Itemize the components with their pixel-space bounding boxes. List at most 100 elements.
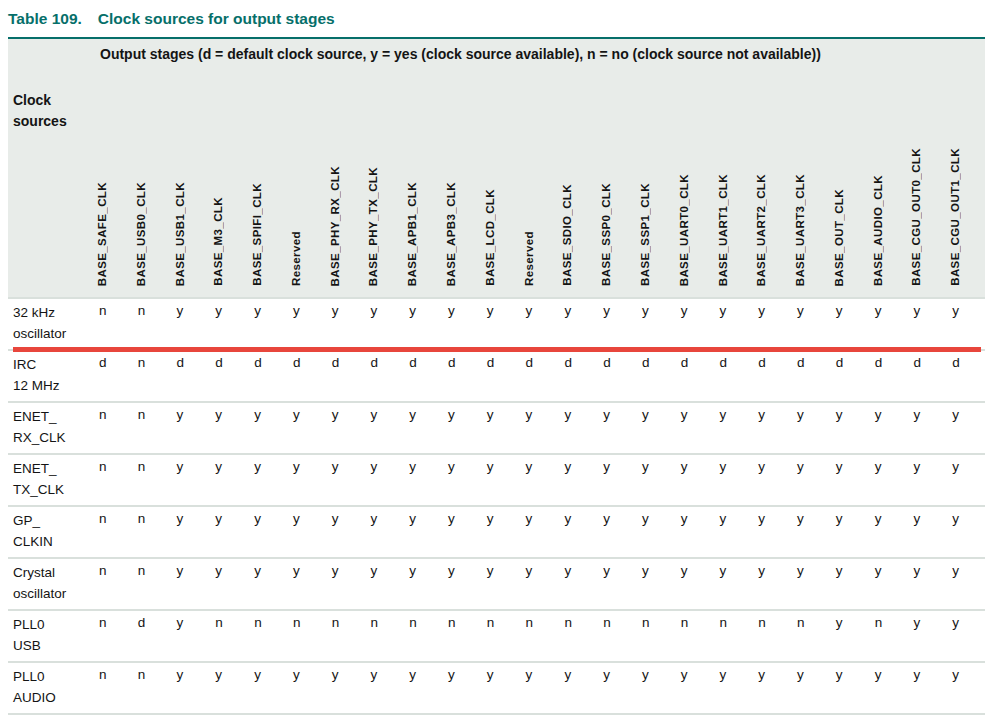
column-header: BASE_LCD_CLK: [481, 86, 520, 298]
value-cell: y: [869, 298, 908, 350]
value-cell: n: [403, 610, 442, 662]
column-header-text: BASE_APB3_CLK: [445, 182, 457, 286]
value-cell: y: [481, 298, 520, 350]
value-cell: y: [752, 402, 791, 454]
column-header: BASE_PHY_TX_CLK: [364, 86, 403, 298]
value-cell: y: [946, 558, 985, 610]
value-cell: y: [481, 454, 520, 506]
value-cell: y: [481, 558, 520, 610]
column-header-text: BASE_OUT_CLK: [833, 189, 845, 286]
value-cell: n: [326, 610, 365, 662]
value-cell: y: [830, 298, 869, 350]
value-cell: y: [752, 298, 791, 350]
column-header-text: BASE_SDIO_CLK: [561, 184, 573, 286]
value-cell: y: [675, 454, 714, 506]
value-cell: d: [791, 350, 830, 402]
row-label: Crystaloscillator: [8, 558, 93, 610]
value-cell: y: [209, 662, 248, 714]
column-header: BASE_M3_CLK: [209, 86, 248, 298]
value-cell: y: [171, 402, 210, 454]
value-cell: y: [520, 662, 559, 714]
value-cell: y: [442, 454, 481, 506]
table-row: GP_CLKINnnyyyyyyyyyyyyyyyyyyyyy: [8, 506, 985, 558]
value-cell: y: [791, 298, 830, 350]
value-cell: y: [558, 662, 597, 714]
value-cell: y: [287, 402, 326, 454]
value-cell: n: [520, 610, 559, 662]
value-cell: d: [946, 350, 985, 402]
column-header: BASE_UART1_CLK: [714, 86, 753, 298]
value-cell: y: [326, 454, 365, 506]
value-cell: n: [93, 402, 132, 454]
value-cell: y: [364, 298, 403, 350]
table-row: IRC12 MHzdnddddddddddddddddddddd: [8, 350, 985, 402]
column-header-text: BASE_CGU_OUT1_CLK: [949, 148, 961, 286]
column-header-text: BASE_CGU_OUT0_CLK: [910, 148, 922, 286]
value-cell: y: [946, 662, 985, 714]
column-header: Reserved: [287, 86, 326, 298]
value-cell: y: [481, 506, 520, 558]
value-cell: y: [675, 402, 714, 454]
value-cell: n: [364, 610, 403, 662]
column-header-text: BASE_SAFE_CLK: [96, 182, 108, 286]
value-cell: y: [442, 662, 481, 714]
value-cell: d: [558, 350, 597, 402]
column-header: BASE_PHY_RX_CLK: [326, 86, 365, 298]
value-cell: y: [636, 454, 675, 506]
value-cell: n: [132, 454, 171, 506]
value-cell: y: [907, 662, 946, 714]
value-cell: d: [442, 350, 481, 402]
value-cell: d: [675, 350, 714, 402]
value-cell: d: [597, 350, 636, 402]
column-header-text: BASE_USB0_CLK: [135, 182, 147, 286]
row-label: PLL0USB: [8, 610, 93, 662]
value-cell: y: [171, 506, 210, 558]
value-cell: n: [481, 610, 520, 662]
red-annotation-line: [13, 347, 981, 352]
value-cell: y: [209, 506, 248, 558]
value-cell: y: [248, 506, 287, 558]
column-header-text: BASE_M3_CLK: [212, 197, 224, 286]
value-cell: y: [907, 298, 946, 350]
column-header: BASE_SPIFI_CLK: [248, 86, 287, 298]
value-cell: n: [636, 610, 675, 662]
value-cell: y: [946, 298, 985, 350]
value-cell: y: [326, 506, 365, 558]
value-cell: y: [907, 402, 946, 454]
value-cell: y: [326, 558, 365, 610]
column-header: BASE_UART0_CLK: [675, 86, 714, 298]
value-cell: y: [287, 558, 326, 610]
value-cell: y: [326, 298, 365, 350]
value-cell: n: [132, 662, 171, 714]
value-cell: y: [558, 454, 597, 506]
value-cell: y: [364, 506, 403, 558]
value-cell: y: [597, 454, 636, 506]
value-cell: y: [869, 454, 908, 506]
value-cell: n: [791, 610, 830, 662]
column-header-text: BASE_PHY_TX_CLK: [367, 167, 379, 286]
value-cell: y: [714, 454, 753, 506]
value-cell: y: [636, 402, 675, 454]
column-header-text: BASE_AUDIO_CLK: [872, 175, 884, 286]
value-cell: n: [132, 298, 171, 350]
value-cell: y: [326, 402, 365, 454]
value-cell: y: [791, 558, 830, 610]
value-cell: n: [752, 610, 791, 662]
column-header: Reserved: [520, 86, 559, 298]
row-label: GP_CLKIN: [8, 506, 93, 558]
value-cell: d: [907, 350, 946, 402]
corner-empty-cell: [8, 38, 93, 86]
row-label: 32 kHzoscillator: [8, 298, 93, 350]
column-header: BASE_SSP0_CLK: [597, 86, 636, 298]
column-header-text: Reserved: [523, 231, 535, 286]
value-cell: y: [869, 506, 908, 558]
value-cell: n: [93, 506, 132, 558]
column-headers-row: Clock sources BASE_SAFE_CLKBASE_USB0_CLK…: [8, 86, 985, 298]
value-cell: y: [171, 662, 210, 714]
table-title: Table 109.Clock sources for output stage…: [8, 10, 999, 28]
value-cell: y: [520, 558, 559, 610]
value-cell: d: [171, 350, 210, 402]
column-header: BASE_SSP1_CLK: [636, 86, 675, 298]
value-cell: y: [364, 662, 403, 714]
value-cell: n: [209, 610, 248, 662]
